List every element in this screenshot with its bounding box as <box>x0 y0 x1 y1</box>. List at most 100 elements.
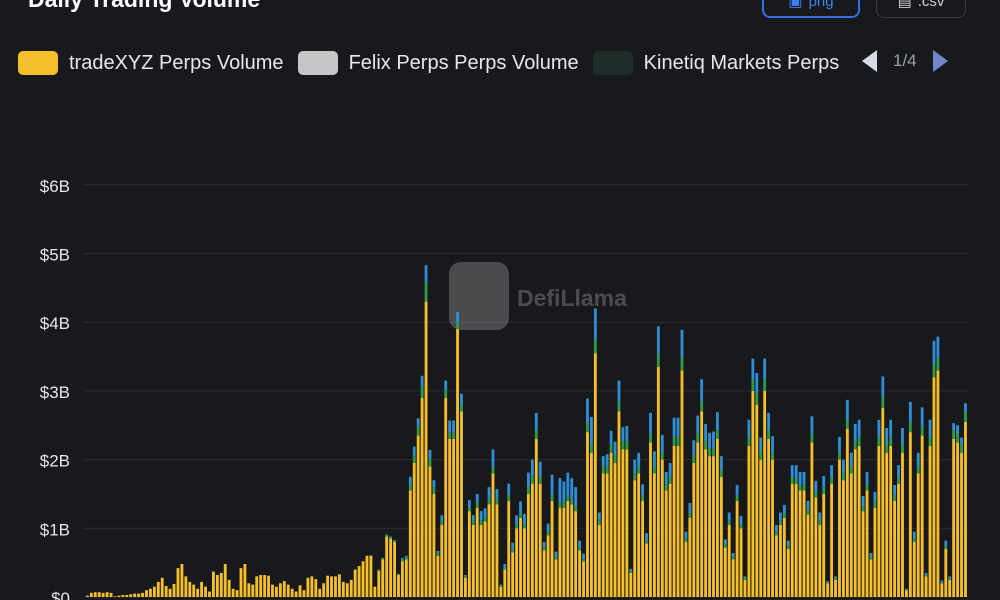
bar-tradexyz[interactable] <box>479 524 483 598</box>
bar-segment-blue[interactable] <box>582 553 585 560</box>
bar-segment-green[interactable] <box>401 559 404 562</box>
bar-segment-blue[interactable] <box>680 329 684 358</box>
bar-segment-blue[interactable] <box>471 515 475 521</box>
bar-segment-green[interactable] <box>538 476 542 484</box>
bar-tradexyz[interactable] <box>117 595 121 597</box>
bar-tradexyz[interactable] <box>897 483 900 597</box>
bar-segment-green[interactable] <box>467 507 471 512</box>
bar-tradexyz[interactable] <box>680 370 684 597</box>
bar-segment-green[interactable] <box>397 573 400 576</box>
bar-segment-green[interactable] <box>487 498 491 505</box>
bar-tradexyz[interactable] <box>550 500 554 597</box>
bar-segment-green[interactable] <box>680 357 684 371</box>
bar-tradexyz[interactable] <box>499 586 503 597</box>
bar-tradexyz[interactable] <box>475 507 479 597</box>
bar-segment-blue[interactable] <box>412 446 416 457</box>
bar-tradexyz[interactable] <box>712 456 715 597</box>
bar-segment-blue[interactable] <box>897 465 900 478</box>
bar-segment-green[interactable] <box>530 476 534 484</box>
bar-segment-blue[interactable] <box>944 540 948 547</box>
bar-tradexyz[interactable] <box>739 528 743 597</box>
bar-tradexyz[interactable] <box>873 507 877 597</box>
bar-segment-blue[interactable] <box>593 308 597 340</box>
bar-segment-green[interactable] <box>649 433 652 443</box>
bar-segment-blue[interactable] <box>408 476 412 486</box>
bar-segment-blue[interactable] <box>731 553 735 558</box>
bar-tradexyz[interactable] <box>570 504 574 597</box>
bar-segment-green[interactable] <box>861 506 865 512</box>
bar-segment-blue[interactable] <box>889 419 893 437</box>
bar-segment-green[interactable] <box>779 520 782 525</box>
bar-segment-blue[interactable] <box>507 483 511 496</box>
bar-segment-blue[interactable] <box>401 557 404 560</box>
bar-tradexyz[interactable] <box>338 574 341 597</box>
bar-tradexyz[interactable] <box>609 452 613 597</box>
bar-segment-green[interactable] <box>767 430 771 439</box>
bar-segment-blue[interactable] <box>924 572 928 576</box>
bar-tradexyz[interactable] <box>125 594 129 597</box>
bar-segment-green[interactable] <box>932 364 936 378</box>
bar-segment-blue[interactable] <box>822 476 826 488</box>
bar-tradexyz[interactable] <box>653 473 656 597</box>
bar-segment-blue[interactable] <box>814 480 818 492</box>
bar-segment-green[interactable] <box>550 495 554 501</box>
bar-segment-green[interactable] <box>944 546 948 549</box>
bar-segment-blue[interactable] <box>948 576 952 579</box>
bar-segment-green[interactable] <box>845 419 849 429</box>
bar-tradexyz[interactable] <box>601 473 605 597</box>
bar-segment-blue[interactable] <box>495 489 499 499</box>
bar-tradexyz[interactable] <box>133 593 137 598</box>
bar-segment-green[interactable] <box>645 539 648 544</box>
bar-tradexyz[interactable] <box>901 452 904 597</box>
bar-tradexyz[interactable] <box>326 575 330 597</box>
bar-segment-green[interactable] <box>743 578 747 580</box>
bar-segment-blue[interactable] <box>467 500 471 507</box>
bar-segment-blue[interactable] <box>546 523 550 532</box>
bar-segment-blue[interactable] <box>653 451 656 467</box>
bar-segment-green[interactable] <box>424 282 428 302</box>
bar-segment-green[interactable] <box>727 520 731 525</box>
bar-segment-green[interactable] <box>905 589 908 591</box>
bar-tradexyz[interactable] <box>534 438 538 597</box>
bar-tradexyz[interactable] <box>121 594 125 597</box>
bar-segment-green[interactable] <box>412 456 416 464</box>
bar-segment-blue[interactable] <box>853 423 857 442</box>
bar-segment-green[interactable] <box>806 509 810 515</box>
bar-segment-blue[interactable] <box>519 501 522 514</box>
bar-segment-blue[interactable] <box>554 551 558 558</box>
bar-tradexyz[interactable] <box>428 466 432 597</box>
bar-tradexyz[interactable] <box>282 581 286 597</box>
bar-segment-blue[interactable] <box>790 465 794 478</box>
bar-segment-blue[interactable] <box>641 484 645 496</box>
bar-tradexyz[interactable] <box>731 559 735 598</box>
bar-segment-green[interactable] <box>952 430 956 439</box>
bar-tradexyz[interactable] <box>664 490 668 597</box>
bar-tradexyz[interactable] <box>759 459 763 597</box>
bar-segment-green[interactable] <box>786 546 790 549</box>
bar-tradexyz[interactable] <box>656 366 660 598</box>
bar-segment-green[interactable] <box>629 571 633 573</box>
bar-segment-blue[interactable] <box>621 427 625 442</box>
bar-tradexyz[interactable] <box>503 569 507 597</box>
bar-segment-blue[interactable] <box>475 493 479 503</box>
bar-segment-green[interactable] <box>621 441 625 450</box>
bar-segment-blue[interactable] <box>656 326 660 354</box>
bar-segment-green[interactable] <box>377 569 381 571</box>
bar-tradexyz[interactable] <box>747 445 751 597</box>
bar-tradexyz[interactable] <box>251 584 255 597</box>
bar-tradexyz[interactable] <box>782 518 786 597</box>
bar-segment-blue[interactable] <box>692 440 696 456</box>
bar-segment-green[interactable] <box>381 557 385 560</box>
bar-tradexyz[interactable] <box>845 428 849 597</box>
bar-segment-green[interactable] <box>546 531 550 536</box>
bar-tradexyz[interactable] <box>582 561 585 597</box>
bar-tradexyz[interactable] <box>814 497 818 597</box>
bar-tradexyz[interactable] <box>192 584 196 597</box>
bar-tradexyz[interactable] <box>97 592 101 597</box>
bar-segment-blue[interactable] <box>960 437 963 445</box>
bar-tradexyz[interactable] <box>369 555 373 597</box>
bar-segment-green[interactable] <box>444 389 448 398</box>
bar-tradexyz[interactable] <box>593 353 597 597</box>
bar-tradexyz[interactable] <box>727 524 731 598</box>
bar-tradexyz[interactable] <box>456 329 459 597</box>
